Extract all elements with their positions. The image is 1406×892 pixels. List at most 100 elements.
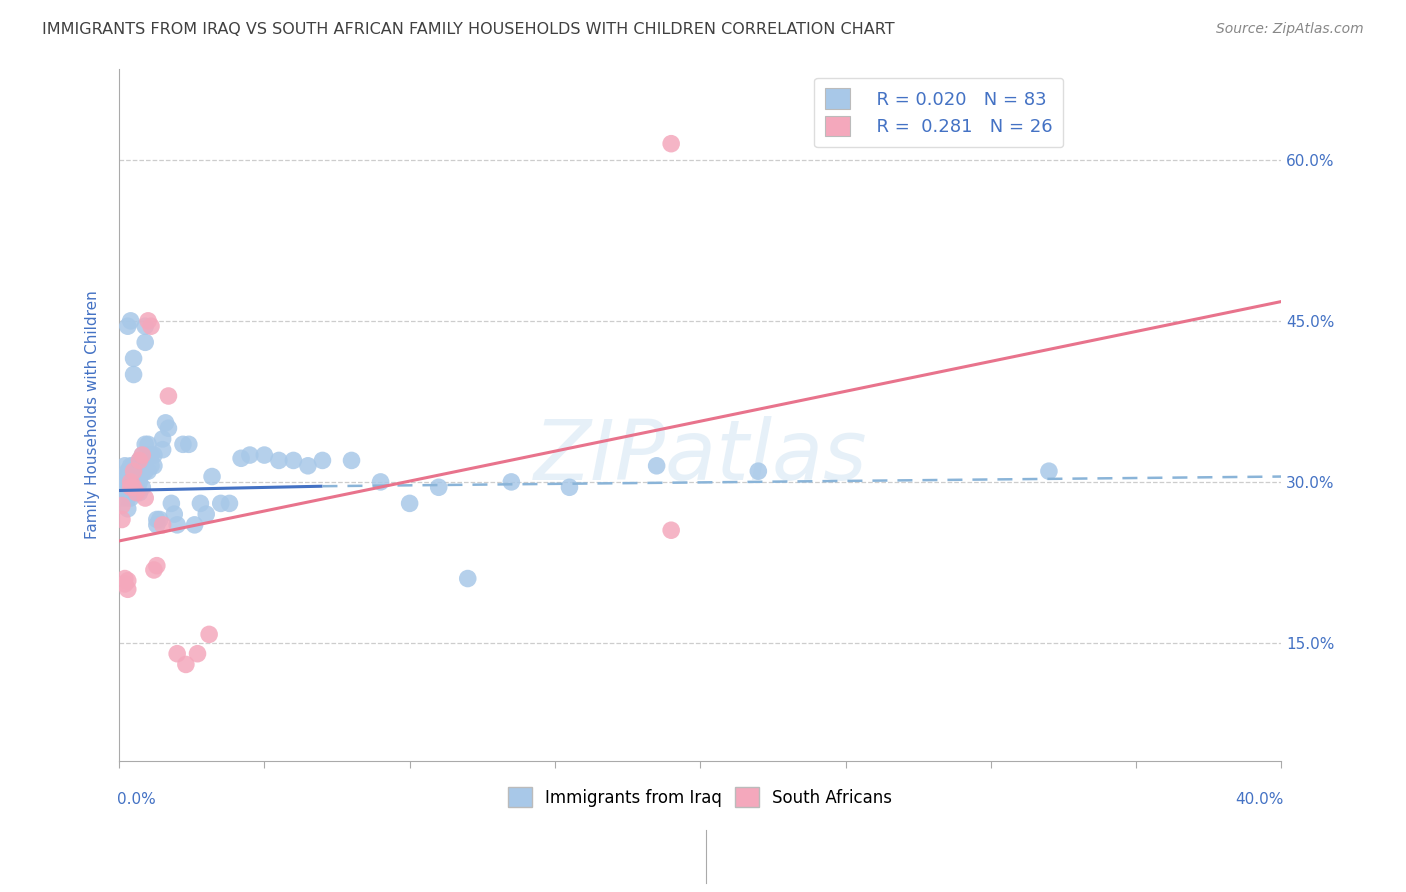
Point	[253, 448, 276, 462]
Point	[117, 574, 139, 588]
Point	[163, 507, 186, 521]
Point	[183, 517, 205, 532]
Point	[134, 319, 156, 334]
Point	[155, 416, 177, 430]
Point	[128, 458, 150, 473]
Point	[209, 496, 232, 510]
Point	[136, 314, 159, 328]
Point	[114, 480, 136, 494]
Point	[120, 464, 142, 478]
Point	[117, 501, 139, 516]
Text: ZIPatlas: ZIPatlas	[533, 416, 868, 497]
Point	[157, 421, 180, 435]
Point	[125, 458, 148, 473]
Point	[114, 572, 136, 586]
Point	[160, 496, 183, 510]
Point	[457, 572, 479, 586]
Point	[747, 464, 769, 478]
Text: 40.0%: 40.0%	[1236, 792, 1284, 807]
Point	[157, 389, 180, 403]
Point	[136, 448, 159, 462]
Text: IMMIGRANTS FROM IRAQ VS SOUTH AFRICAN FAMILY HOUSEHOLDS WITH CHILDREN CORRELATIO: IMMIGRANTS FROM IRAQ VS SOUTH AFRICAN FA…	[42, 22, 894, 37]
Point	[134, 491, 156, 505]
Point	[128, 469, 150, 483]
Point	[558, 480, 581, 494]
Point	[111, 475, 134, 489]
Point	[122, 458, 145, 473]
Point	[501, 475, 523, 489]
Point	[111, 512, 134, 526]
Point	[120, 475, 142, 489]
Point	[229, 451, 252, 466]
Point	[117, 480, 139, 494]
Point	[134, 437, 156, 451]
Point	[283, 453, 305, 467]
Point	[340, 453, 363, 467]
Point	[111, 480, 134, 494]
Point	[139, 319, 162, 334]
Point	[111, 499, 134, 513]
Point	[111, 491, 134, 505]
Point	[146, 517, 169, 532]
Point	[166, 517, 188, 532]
Point	[128, 453, 150, 467]
Point	[134, 453, 156, 467]
Point	[166, 647, 188, 661]
Point	[134, 335, 156, 350]
Point	[142, 448, 165, 462]
Point	[125, 469, 148, 483]
Point	[146, 558, 169, 573]
Point	[134, 464, 156, 478]
Point	[139, 448, 162, 462]
Point	[218, 496, 240, 510]
Point	[239, 448, 262, 462]
Point	[152, 442, 174, 457]
Point	[136, 464, 159, 478]
Point	[120, 314, 142, 328]
Point	[114, 469, 136, 483]
Point	[114, 577, 136, 591]
Point	[139, 458, 162, 473]
Point	[1038, 464, 1060, 478]
Point	[427, 480, 450, 494]
Point	[117, 582, 139, 597]
Point	[645, 458, 668, 473]
Point	[122, 464, 145, 478]
Point	[120, 458, 142, 473]
Point	[198, 627, 221, 641]
Point	[146, 512, 169, 526]
Text: Source: ZipAtlas.com: Source: ZipAtlas.com	[1216, 22, 1364, 37]
Point	[186, 647, 208, 661]
Point	[125, 485, 148, 500]
Point	[128, 453, 150, 467]
Point	[659, 136, 682, 151]
Point	[311, 453, 333, 467]
Point	[177, 437, 200, 451]
Point	[120, 491, 142, 505]
Point	[195, 507, 218, 521]
Point	[267, 453, 290, 467]
Point	[136, 437, 159, 451]
Point	[122, 480, 145, 494]
Point	[131, 448, 153, 462]
Point	[117, 319, 139, 334]
Legend: Immigrants from Iraq, South Africans: Immigrants from Iraq, South Africans	[501, 779, 900, 815]
Point	[131, 448, 153, 462]
Point	[125, 485, 148, 500]
Point	[117, 469, 139, 483]
Point	[125, 475, 148, 489]
Point	[172, 437, 194, 451]
Point	[152, 517, 174, 532]
Point	[131, 458, 153, 473]
Point	[142, 458, 165, 473]
Point	[370, 475, 392, 489]
Text: 0.0%: 0.0%	[117, 792, 156, 807]
Point	[122, 475, 145, 489]
Point	[128, 485, 150, 500]
Point	[128, 475, 150, 489]
Point	[297, 458, 319, 473]
Point	[149, 512, 172, 526]
Point	[152, 432, 174, 446]
Point	[122, 368, 145, 382]
Point	[398, 496, 420, 510]
